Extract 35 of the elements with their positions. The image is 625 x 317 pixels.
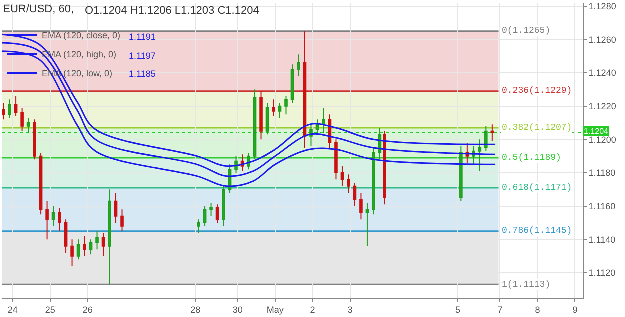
x-tick-label: 26 [82, 304, 93, 315]
y-tick-label: 1.1140 [588, 234, 616, 245]
legend-label: EMA (120, close, 0) [42, 30, 121, 41]
x-tick-label: 30 [232, 304, 243, 315]
x-tick-label: 24 [8, 304, 18, 315]
y-tick-label: 1.1200 [588, 134, 616, 145]
y-tick-label: 1.1160 [588, 201, 616, 212]
x-tick-label: 25 [45, 304, 56, 315]
annotation: 1.1197 [129, 51, 156, 61]
x-tick-label: 7 [498, 304, 503, 315]
y-tick-label: 1.1280 [588, 1, 616, 12]
annotation: 1.1185 [129, 69, 156, 79]
y-tick-label: 1.1260 [588, 34, 616, 45]
ref-line-label: 0.236(1.1229) [502, 86, 572, 96]
ref-line-label: 1.1204 [584, 127, 610, 136]
x-tick-label: 28 [190, 304, 201, 315]
y-tick-label: 1.1180 [588, 168, 616, 178]
x-tick-label: 8 [535, 304, 540, 315]
y-tick-label: 1.1120 [588, 268, 616, 278]
ref-line-label: 1(1.1113) [502, 280, 551, 290]
ref-line-label: 0.786(1.1145) [502, 226, 572, 236]
y-tick-label: 1.1220 [588, 101, 616, 112]
y-tick-label: 1.1240 [588, 68, 616, 78]
x-tick-label: 3 [348, 304, 353, 315]
ref-line-label: 0.5(1.1189) [502, 153, 562, 163]
ref-line-label: 0.618(1.1171) [502, 183, 572, 193]
chart-subtitle: O1.1204 H1.1206 L1.1203 C1.1204 [85, 5, 260, 17]
x-tick-label: 5 [456, 304, 461, 315]
ref-line-label: 0.382(1.1207) [502, 123, 572, 133]
x-tick-label: 2 [310, 304, 316, 315]
ref-line-label: 0(1.1265) [502, 26, 551, 36]
x-tick-label: 9 [572, 304, 578, 315]
chart-title: EUR/USD, 60, [3, 3, 74, 16]
annotation: 1.1191 [129, 32, 156, 42]
x-tick-label: May [266, 304, 284, 315]
